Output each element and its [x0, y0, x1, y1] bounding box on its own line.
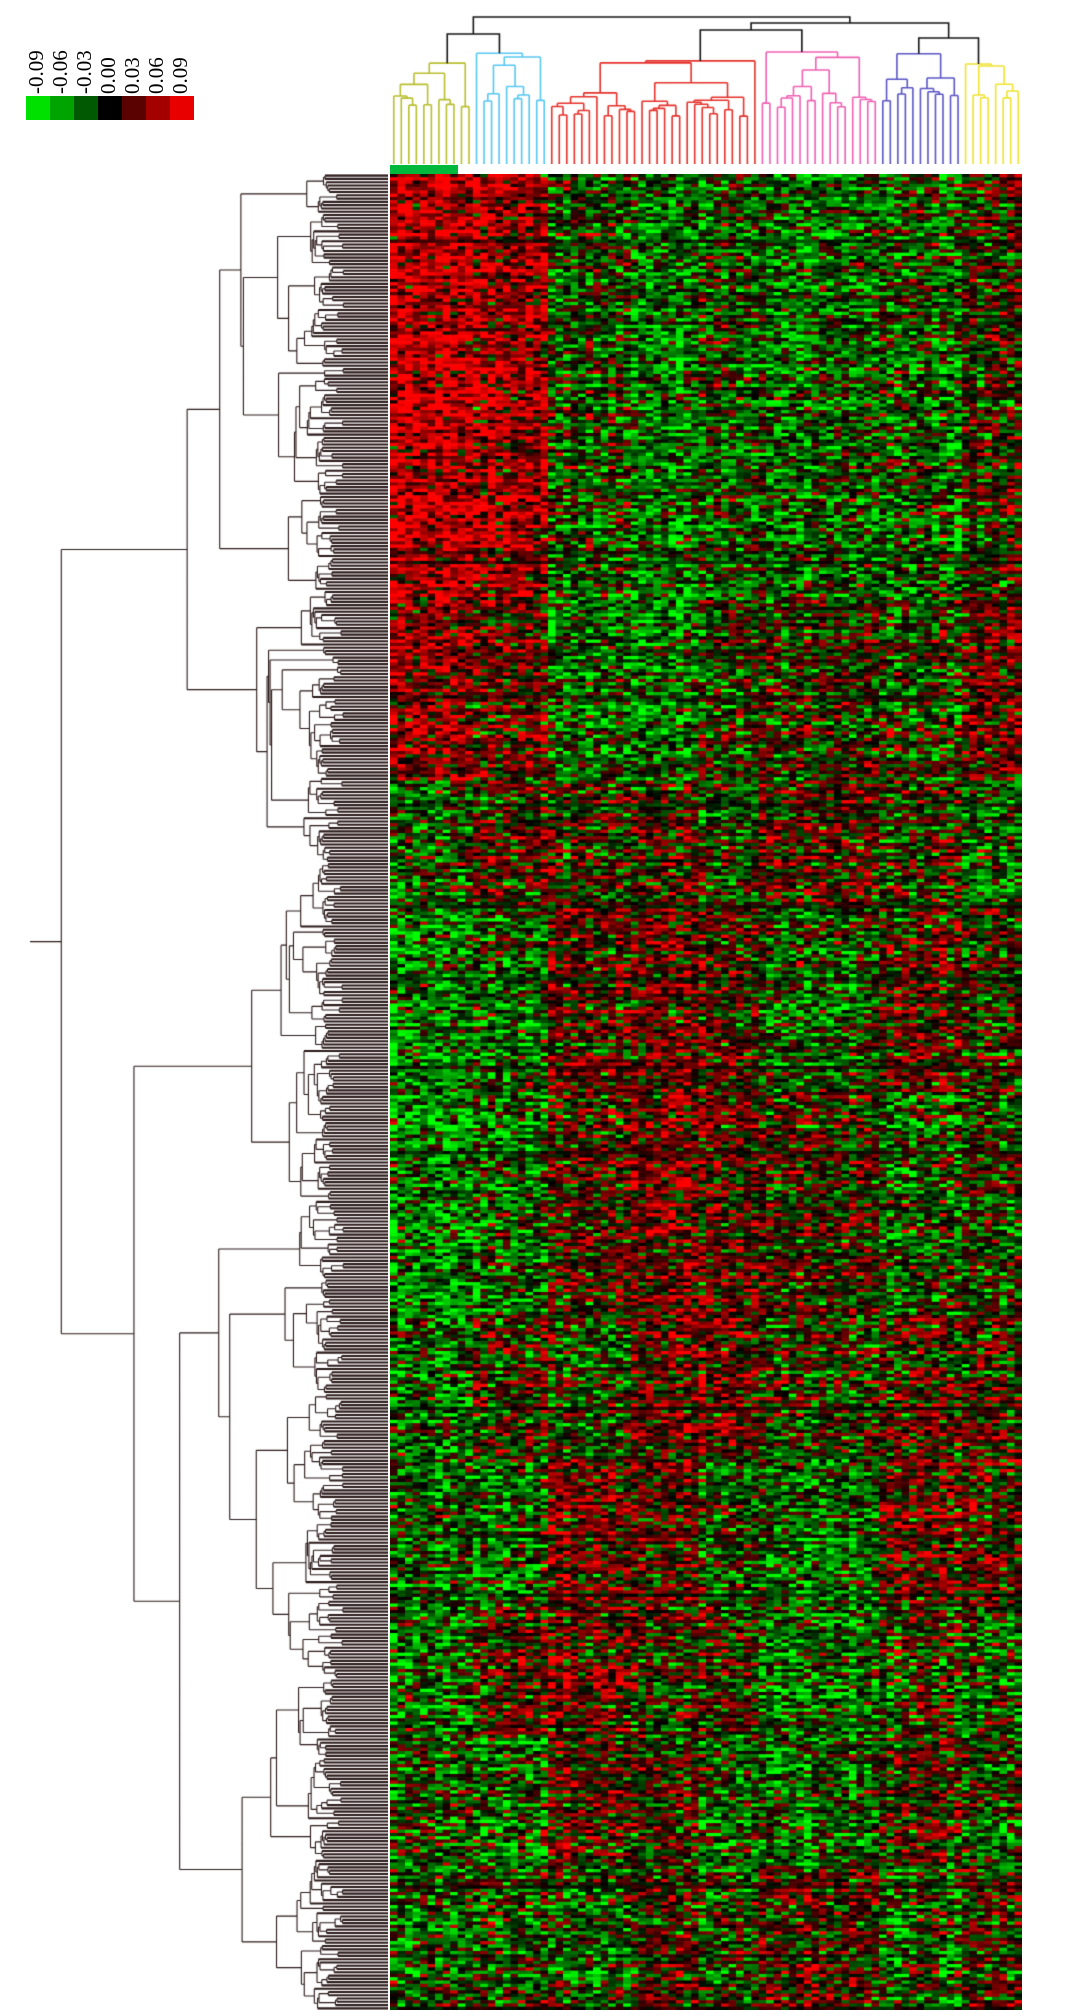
- legend-tick: 0.09: [168, 4, 194, 94]
- legend-swatch: [146, 96, 170, 120]
- legend-tick: -0.06: [48, 4, 74, 94]
- legend-tick: -0.09: [24, 4, 50, 94]
- legend-tick-label: -0.03: [72, 50, 96, 94]
- legend-tick-label: 0.00: [96, 57, 120, 94]
- legend-swatch: [26, 96, 50, 120]
- legend-tick-labels: -0.09 -0.06 -0.03 0.00 0.03 0.06 0.09: [24, 4, 194, 94]
- legend-swatch: [50, 96, 74, 120]
- column-dendrogram-canvas: [390, 8, 1022, 164]
- legend-tick-label: 0.09: [168, 57, 192, 94]
- legend-colorbar: [26, 96, 194, 120]
- row-dendrogram-canvas: [28, 174, 388, 2010]
- legend-tick-label: -0.09: [24, 50, 48, 94]
- column-annotation-bar: [390, 165, 458, 174]
- legend-swatch: [98, 96, 122, 120]
- legend-tick-label: 0.03: [120, 57, 144, 94]
- legend-tick: -0.03: [72, 4, 98, 94]
- legend-swatch: [170, 96, 194, 120]
- legend-swatch: [122, 96, 146, 120]
- legend-swatch: [74, 96, 98, 120]
- legend-tick: 0.00: [96, 4, 122, 94]
- heatmap-canvas: [390, 174, 1022, 2010]
- legend-tick-label: -0.06: [48, 50, 72, 94]
- legend-tick-label: 0.06: [144, 57, 168, 94]
- legend-tick: 0.06: [144, 4, 170, 94]
- legend-tick: 0.03: [120, 4, 146, 94]
